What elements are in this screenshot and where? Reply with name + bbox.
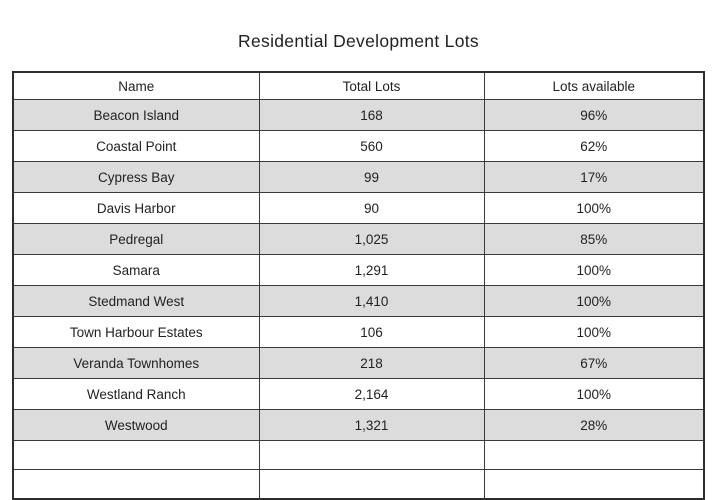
empty-cell <box>258 440 485 470</box>
empty-table-row <box>12 440 705 470</box>
cell-total-lots: 99 <box>258 161 485 193</box>
page-title: Residential Development Lots <box>238 31 479 51</box>
cell-total-lots: 1,025 <box>258 223 485 255</box>
column-header-name: Name <box>12 71 260 100</box>
cell-name: Stedmand West <box>12 285 260 317</box>
table-row: Samara 1,291 100% <box>12 254 705 286</box>
table-row: Westwood 1,321 28% <box>12 409 705 441</box>
cell-lots-available: 62% <box>483 130 705 162</box>
cell-total-lots: 1,410 <box>258 285 485 317</box>
cell-total-lots: 90 <box>258 192 485 224</box>
cell-name: Westwood <box>12 409 260 441</box>
empty-cell <box>258 469 485 500</box>
cell-lots-available: 85% <box>483 223 705 255</box>
cell-lots-available: 100% <box>483 192 705 224</box>
cell-name: Coastal Point <box>12 130 260 162</box>
table-row: Stedmand West 1,410 100% <box>12 285 705 317</box>
table-row: Cypress Bay 99 17% <box>12 161 705 193</box>
lots-table: Name Total Lots Lots available Beacon Is… <box>12 71 705 500</box>
empty-cell <box>12 469 260 500</box>
column-header-total-lots: Total Lots <box>258 71 485 100</box>
cell-total-lots: 168 <box>258 99 485 131</box>
table-row: Coastal Point 560 62% <box>12 130 705 162</box>
cell-total-lots: 2,164 <box>258 378 485 410</box>
cell-lots-available: 67% <box>483 347 705 379</box>
cell-name: Westland Ranch <box>12 378 260 410</box>
cell-name: Pedregal <box>12 223 260 255</box>
cell-lots-available: 100% <box>483 316 705 348</box>
cell-total-lots: 106 <box>258 316 485 348</box>
cell-total-lots: 560 <box>258 130 485 162</box>
table-header-row: Name Total Lots Lots available <box>12 71 705 100</box>
table-row: Town Harbour Estates 106 100% <box>12 316 705 348</box>
cell-name: Town Harbour Estates <box>12 316 260 348</box>
cell-name: Samara <box>12 254 260 286</box>
cell-lots-available: 100% <box>483 254 705 286</box>
cell-lots-available: 100% <box>483 378 705 410</box>
empty-cell <box>483 469 705 500</box>
cell-name: Davis Harbor <box>12 192 260 224</box>
table-row: Westland Ranch 2,164 100% <box>12 378 705 410</box>
empty-cell <box>12 440 260 470</box>
cell-total-lots: 218 <box>258 347 485 379</box>
cell-name: Cypress Bay <box>12 161 260 193</box>
column-header-lots-available: Lots available <box>483 71 705 100</box>
cell-total-lots: 1,291 <box>258 254 485 286</box>
cell-name: Beacon Island <box>12 99 260 131</box>
cell-lots-available: 96% <box>483 99 705 131</box>
cell-lots-available: 100% <box>483 285 705 317</box>
table-row: Pedregal 1,025 85% <box>12 223 705 255</box>
cell-total-lots: 1,321 <box>258 409 485 441</box>
table-row: Beacon Island 168 96% <box>12 99 705 131</box>
table-body: Beacon Island 168 96% Coastal Point 560 62% Cy… <box>12 99 705 500</box>
empty-cell <box>483 440 705 470</box>
table-row: Davis Harbor 90 100% <box>12 192 705 224</box>
table-row: Veranda Townhomes 218 67% <box>12 347 705 379</box>
empty-table-row <box>12 469 705 500</box>
cell-name: Veranda Townhomes <box>12 347 260 379</box>
cell-lots-available: 28% <box>483 409 705 441</box>
cell-lots-available: 17% <box>483 161 705 193</box>
